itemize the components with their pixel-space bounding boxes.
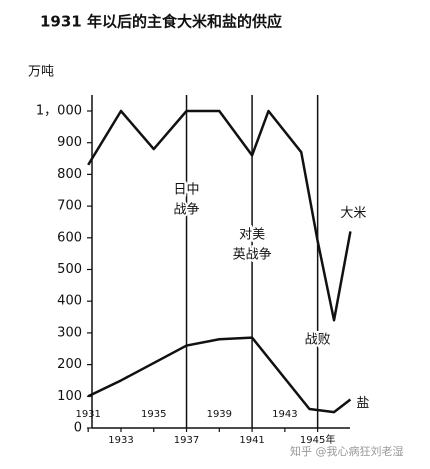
series-line <box>87 336 352 414</box>
y-tick-label: 800 <box>57 167 82 182</box>
series-label: 盐 <box>356 396 369 411</box>
x-tick-label: 1943 <box>272 409 297 420</box>
x-tick-label: 1939 <box>207 409 232 420</box>
event-label: 英战争 <box>233 248 272 263</box>
y-tick-label: 200 <box>57 357 82 372</box>
x-tick-label: 1931 <box>75 409 100 420</box>
y-tick-label: 400 <box>57 294 82 309</box>
series-label: 大米 <box>340 206 366 221</box>
y-tick-label: 1，000 <box>36 104 82 119</box>
y-tick-label: 600 <box>57 230 82 245</box>
x-tick-label: 1933 <box>108 435 133 446</box>
x-tick-label: 1941 <box>239 435 264 446</box>
y-tick-label: 900 <box>57 135 82 150</box>
x-tick-label: 1937 <box>174 435 199 446</box>
x-tick-label: 1935 <box>141 409 166 420</box>
y-tick-label: 500 <box>57 262 82 277</box>
y-tick-label: 700 <box>57 199 82 214</box>
event-label: 对美 <box>239 228 265 243</box>
event-label: 战争 <box>174 203 200 218</box>
y-axis-label: 万吨 <box>28 65 54 80</box>
watermark: 知乎 @我心病狂刘老湿 <box>290 444 404 458</box>
y-tick-label: 0 <box>74 421 82 436</box>
chart-title: 1931 年以后的主食大米和盐的供应 <box>40 13 282 31</box>
x-tick-label: 1945年 <box>300 433 335 446</box>
series-line <box>87 109 352 322</box>
event-label: 战败 <box>305 333 331 348</box>
y-tick-label: 300 <box>57 325 82 340</box>
y-tick-label: 100 <box>57 389 82 404</box>
event-label: 日中 <box>174 183 200 198</box>
